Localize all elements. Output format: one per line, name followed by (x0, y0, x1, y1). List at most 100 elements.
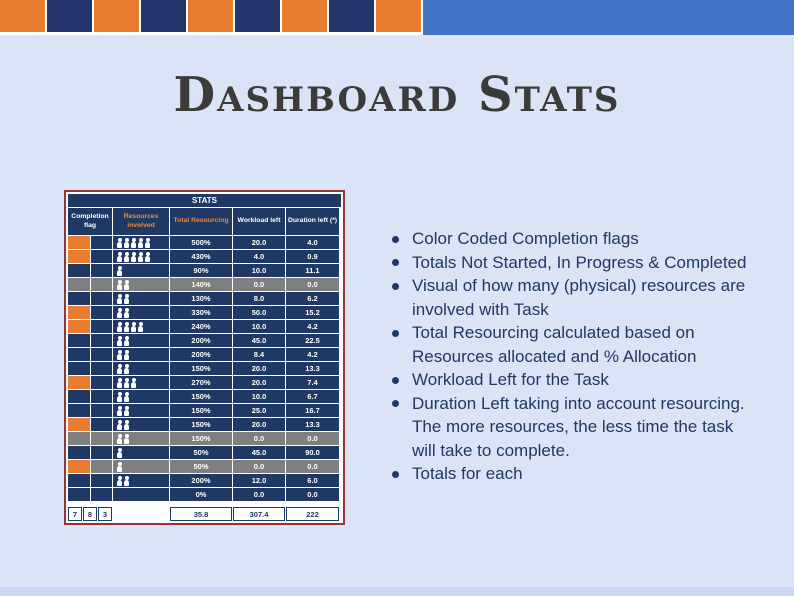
completion-flag-group (68, 278, 112, 291)
completion-flag-cell (68, 362, 90, 375)
resources-cell (113, 404, 169, 417)
workload-left-cell: 0.0 (233, 432, 285, 445)
banner-cell (141, 0, 186, 32)
person-icon (124, 251, 129, 262)
completion-flag-cell (90, 292, 112, 305)
completion-flag-group (68, 264, 112, 277)
person-icon (117, 321, 122, 332)
duration-left-cell: 90.0 (286, 446, 339, 459)
table-row: 150% 0.0 0.0 (68, 432, 341, 445)
completion-flag-cell (68, 278, 90, 291)
resources-cell (113, 236, 169, 249)
completion-flag-cell (68, 264, 90, 277)
completion-flag-group (68, 390, 112, 403)
flag-count-total: 3 (98, 507, 112, 521)
duration-left-cell: 4.2 (286, 320, 339, 333)
totals-spacer (113, 507, 169, 521)
person-icon (117, 447, 122, 458)
bullet-item: Workload Left for the Task (388, 368, 748, 392)
resources-cell (113, 446, 169, 459)
completion-flag-cell (68, 236, 90, 249)
duration-left-cell: 16.7 (286, 404, 339, 417)
table-row: 150% 20.0 13.3 (68, 418, 341, 431)
flag-count-total: 7 (68, 507, 82, 521)
completion-flag-group (68, 292, 112, 305)
table-row: 200% 8.4 4.2 (68, 348, 341, 361)
person-icon (124, 391, 129, 402)
resources-cell (113, 376, 169, 389)
bullet-item: Duration Left taking into account resour… (388, 392, 748, 463)
workload-left-cell: 20.0 (233, 376, 285, 389)
duration-left-cell: 22.5 (286, 334, 339, 347)
duration-left-cell: 0.9 (286, 250, 339, 263)
duration-left-cell: 0.0 (286, 488, 339, 501)
completion-flag-cell (68, 432, 90, 445)
person-icon (124, 475, 129, 486)
completion-flag-group (68, 236, 112, 249)
person-icon (117, 419, 122, 430)
person-icon (131, 237, 136, 248)
top-banner (0, 0, 794, 35)
person-icon (117, 293, 122, 304)
person-icon (138, 251, 143, 262)
bullet-item: Totals Not Started, In Progress & Comple… (388, 251, 748, 275)
duration-left-cell: 6.2 (286, 292, 339, 305)
person-icon (117, 433, 122, 444)
table-row: 200% 12.0 6.0 (68, 474, 341, 487)
workload-left-sum: 307.4 (233, 507, 285, 521)
person-icon (117, 475, 122, 486)
table-row: 330% 50.0 15.2 (68, 306, 341, 319)
total-resourcing-cell: 240% (170, 320, 232, 333)
completion-flag-cell (90, 362, 112, 375)
workload-left-cell: 0.0 (233, 460, 285, 473)
completion-flag-cell (68, 390, 90, 403)
person-icon (131, 321, 136, 332)
person-icon (145, 237, 150, 248)
completion-flag-cell (90, 376, 112, 389)
table-row: 150% 25.0 16.7 (68, 404, 341, 417)
completion-flag-group (68, 320, 112, 333)
column-header: Completion flag (68, 208, 112, 235)
total-resourcing-cell: 200% (170, 334, 232, 347)
table-row: 50% 0.0 0.0 (68, 460, 341, 473)
completion-flag-cell (68, 348, 90, 361)
duration-left-cell: 0.0 (286, 432, 339, 445)
completion-flag-cell (90, 418, 112, 431)
table-row: 200% 45.0 22.5 (68, 334, 341, 347)
completion-flag-cell (90, 250, 112, 263)
completion-flag-group (68, 404, 112, 417)
person-icon (117, 237, 122, 248)
resources-cell (113, 334, 169, 347)
completion-flag-cell (68, 460, 90, 473)
banner-cell (47, 0, 92, 32)
duration-left-cell: 6.0 (286, 474, 339, 487)
resources-cell (113, 292, 169, 305)
completion-flag-cell (90, 264, 112, 277)
resources-cell (113, 418, 169, 431)
total-resourcing-cell: 150% (170, 362, 232, 375)
person-icon (124, 237, 129, 248)
resources-cell (113, 362, 169, 375)
completion-flag-cell (68, 418, 90, 431)
column-header: Total Resourcing (170, 208, 232, 235)
person-icon (117, 279, 122, 290)
table-row: 270% 20.0 7.4 (68, 376, 341, 389)
person-icon (124, 419, 129, 430)
person-icon (124, 335, 129, 346)
completion-flag-cell (90, 236, 112, 249)
column-header: Workload left (233, 208, 285, 235)
total-resourcing-cell: 150% (170, 418, 232, 431)
person-icon (145, 251, 150, 262)
person-icon (117, 307, 122, 318)
completion-flag-cell (90, 348, 112, 361)
table-row: 500% 20.0 4.0 (68, 236, 341, 249)
banner-fill (423, 0, 794, 35)
completion-flag-cell (68, 446, 90, 459)
completion-flag-cell (90, 390, 112, 403)
completion-flag-cell (68, 334, 90, 347)
bullet-item: Color Coded Completion flags (388, 227, 748, 251)
resources-cell (113, 264, 169, 277)
resources-cell (113, 278, 169, 291)
bullet-item: Totals for each (388, 462, 748, 486)
